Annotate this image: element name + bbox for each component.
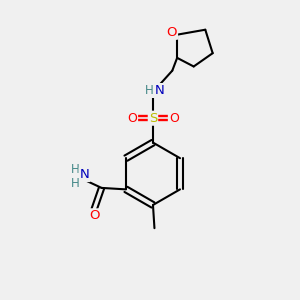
Text: O: O — [127, 112, 137, 125]
Text: H: H — [145, 84, 154, 97]
Text: O: O — [167, 26, 177, 39]
Text: S: S — [149, 112, 157, 125]
Text: N: N — [80, 168, 89, 181]
Text: H: H — [71, 163, 80, 176]
Text: H: H — [71, 177, 80, 190]
Text: O: O — [89, 209, 99, 222]
Text: O: O — [169, 112, 179, 125]
Text: N: N — [154, 84, 164, 97]
